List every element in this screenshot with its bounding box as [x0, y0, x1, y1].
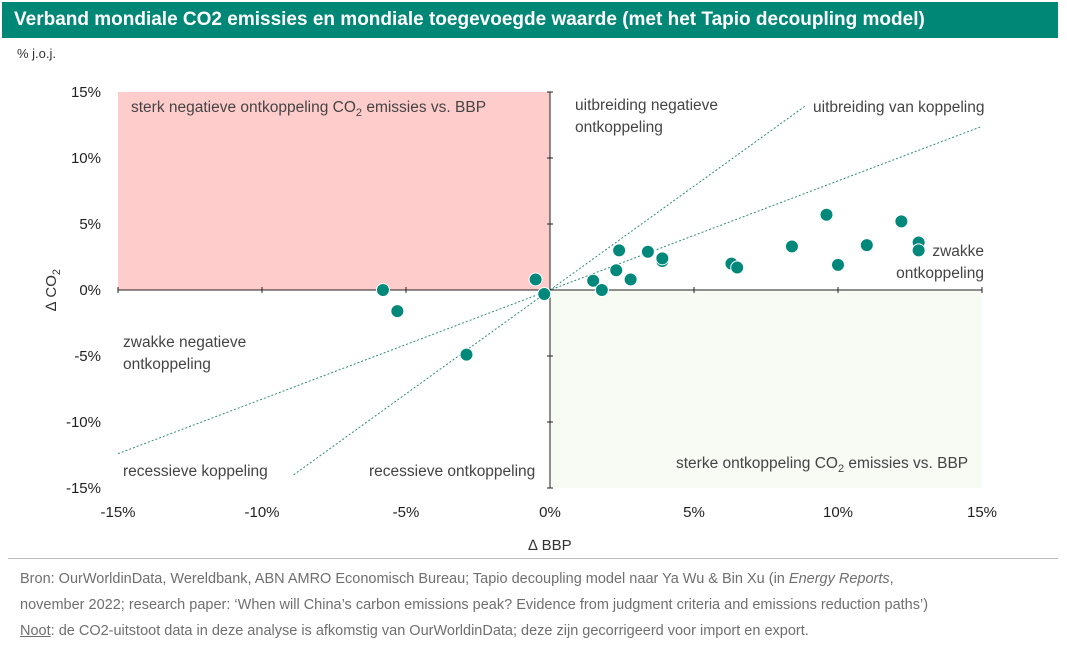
scatter-chart: -15% -10% -5% 0% 5% 10% 15% 15% 10% 5% 0% -5% -10% -1…: [43, 84, 997, 554]
data-point: [594, 283, 609, 297]
x-tick-label: 10%: [823, 504, 853, 521]
chart-header: Verband mondiale CO2 emissies en mondial…: [2, 2, 1058, 38]
source-note: Bron: OurWorldinData, Wereldbank, ABN AM…: [20, 566, 1060, 644]
data-point: [528, 272, 543, 287]
data-point: [911, 243, 926, 258]
y-tick-label: -10%: [66, 414, 101, 431]
data-point: [623, 272, 638, 287]
x-tick-label: 5%: [683, 504, 705, 521]
y-axis-title: ∆ CO2: [43, 269, 63, 311]
y-tick-label: -15%: [66, 480, 101, 497]
y-tick-label: -5%: [74, 348, 101, 365]
source-line-1: Bron: OurWorldinData, Wereldbank, ABN AM…: [20, 571, 894, 587]
x-tick-label: 0%: [539, 504, 561, 521]
quadrant-strong-negative: [118, 92, 550, 290]
data-point: [609, 263, 624, 278]
data-point: [459, 347, 474, 362]
data-point: [894, 214, 909, 229]
label-strong-decoupling: sterke ontkoppeling CO2 emissies vs. BBP: [676, 455, 968, 475]
footer-divider: [8, 558, 1058, 559]
label-strong-negative-decoupling: sterk negatieve ontkoppeling CO2 emissie…: [131, 99, 486, 119]
x-tick-label: -15%: [100, 504, 135, 521]
label-expansive-coupling: uitbreiding van koppeling: [813, 99, 984, 116]
label-recessive-decoupling: recessieve ontkoppeling: [369, 463, 535, 480]
data-point: [784, 239, 799, 254]
label-expansive-negative-decoupling: uitbreiding negatieve ontkoppeling: [575, 97, 718, 136]
x-tick-label: -10%: [244, 504, 279, 521]
divider-line-1: [293, 104, 807, 476]
data-point: [640, 244, 655, 259]
note-line: Noot: de CO2-uitstoot data in deze analy…: [20, 623, 809, 639]
y-tick-label: 15%: [71, 84, 101, 101]
y-tick-label: 10%: [71, 150, 101, 167]
x-tick-label: -5%: [393, 504, 420, 521]
data-point: [730, 260, 745, 275]
label-weak-decoupling: zwakke ontkoppeling: [896, 243, 984, 282]
source-line-2: november 2022; research paper: ‘When wil…: [20, 597, 929, 613]
data-point: [819, 207, 834, 222]
data-point: [537, 286, 552, 301]
label-recessive-coupling: recessieve koppeling: [123, 463, 268, 480]
data-point: [831, 257, 845, 272]
x-axis-title: ∆ BBP: [528, 537, 571, 554]
data-point: [655, 251, 670, 266]
unit-label: % j.o.j.: [17, 46, 57, 61]
label-weak-negative-decoupling: zwakke negatieve ontkoppeling: [123, 334, 246, 373]
data-point: [390, 304, 405, 319]
x-tick-label: 15%: [967, 504, 997, 521]
data-point: [586, 273, 601, 288]
y-tick-label: 5%: [79, 216, 101, 233]
y-tick-label: 0%: [79, 282, 101, 299]
data-point: [612, 243, 627, 258]
data-point: [375, 283, 390, 297]
data-point: [859, 238, 874, 253]
chart-title: Verband mondiale CO2 emissies en mondial…: [14, 9, 925, 30]
quadrant-strong-decoupling: [550, 290, 982, 488]
